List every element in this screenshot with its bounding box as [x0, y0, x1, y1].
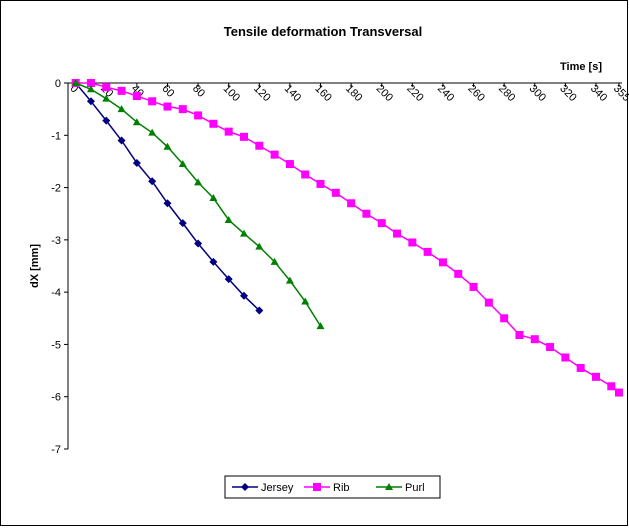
marker [224, 215, 233, 223]
marker [614, 388, 623, 397]
marker [591, 372, 600, 381]
marker [209, 257, 218, 266]
marker [117, 105, 126, 113]
y-tick-label: -2 [51, 183, 61, 195]
marker [178, 219, 187, 228]
marker [255, 141, 264, 150]
marker [316, 322, 325, 330]
marker [484, 298, 493, 307]
marker [194, 239, 203, 248]
marker [255, 242, 264, 250]
marker [102, 116, 111, 125]
legend-marker [313, 483, 321, 491]
marker [132, 118, 141, 126]
marker [408, 238, 417, 247]
y-tick-label: -3 [51, 235, 61, 247]
marker [117, 136, 126, 145]
marker [393, 229, 402, 238]
y-tick-label: -7 [51, 444, 61, 456]
legend-marker [241, 483, 249, 491]
marker [117, 86, 126, 95]
legend-label: Jersey [261, 482, 294, 494]
marker [148, 177, 157, 186]
marker [576, 363, 585, 372]
y-axis-label: dX [mm] [29, 244, 41, 288]
y-tick-label: 0 [55, 78, 61, 90]
marker [86, 97, 95, 106]
marker [132, 158, 141, 167]
marker [178, 160, 187, 168]
marker [239, 132, 248, 141]
marker [438, 258, 447, 267]
marker [209, 119, 218, 128]
marker [255, 306, 264, 315]
marker [469, 282, 478, 291]
marker [209, 194, 218, 202]
marker [178, 105, 187, 114]
marker [515, 331, 524, 340]
marker [71, 79, 80, 86]
x-axis-label: Time [s] [560, 61, 602, 73]
marker [194, 178, 203, 186]
marker [102, 83, 111, 92]
marker [285, 160, 294, 169]
marker [224, 275, 233, 284]
marker [301, 170, 310, 179]
marker [423, 247, 432, 256]
marker [86, 85, 95, 93]
marker [239, 291, 248, 300]
marker [301, 297, 310, 305]
marker [316, 179, 325, 188]
marker [331, 188, 340, 197]
marker [270, 150, 279, 159]
legend-label: Purl [405, 482, 425, 494]
marker [500, 314, 509, 323]
marker [102, 94, 111, 102]
marker [607, 382, 616, 391]
marker [377, 219, 386, 228]
marker [546, 343, 555, 352]
marker [270, 257, 279, 265]
marker [86, 79, 95, 87]
legend-marker [385, 483, 393, 490]
marker [194, 111, 203, 120]
marker [239, 229, 248, 237]
chart-title: Tensile deformation Transversal [224, 24, 422, 39]
y-tick-label: -4 [51, 287, 61, 299]
marker [163, 142, 172, 150]
marker [163, 199, 172, 208]
marker [362, 209, 371, 218]
marker [561, 353, 570, 362]
marker [148, 128, 157, 136]
marker [347, 199, 356, 208]
marker [132, 92, 141, 101]
marker [454, 269, 463, 278]
y-tick-label: -6 [51, 392, 61, 404]
y-tick-label: -1 [51, 130, 61, 142]
legend-label: Rib [333, 482, 350, 494]
marker [224, 127, 233, 136]
marker [530, 335, 539, 344]
marker [148, 97, 157, 106]
marker [163, 102, 172, 111]
y-tick-label: -5 [51, 339, 61, 351]
marker [285, 276, 294, 284]
legend [224, 475, 441, 499]
